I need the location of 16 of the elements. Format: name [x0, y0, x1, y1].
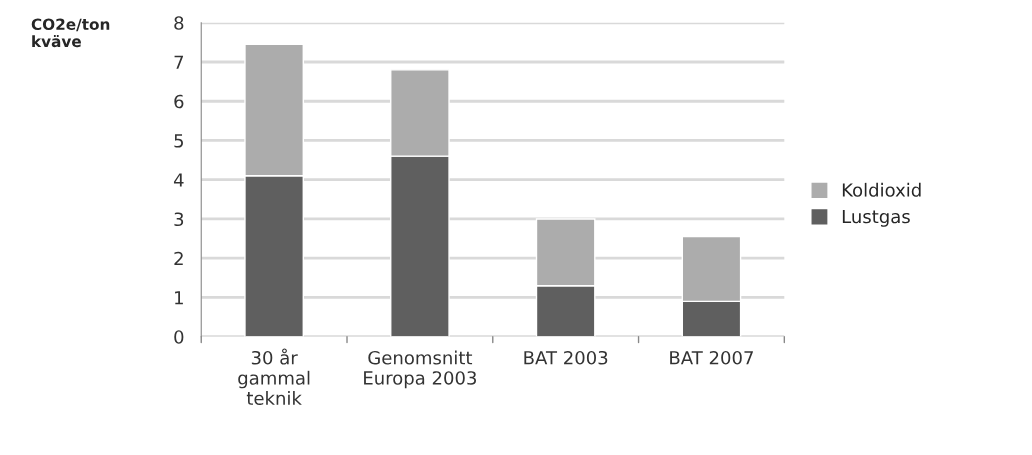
y-tick-label: 8 — [174, 16, 184, 30]
y-tick-label: 2 — [174, 251, 183, 266]
y-tick-label: 0 — [174, 330, 184, 344]
x-tick-label: 30 år gammal teknik — [238, 348, 310, 405]
legend-label: Lustgas — [842, 209, 910, 227]
y-tick-label: 4 — [173, 173, 184, 187]
y-tick-label: 1 — [175, 291, 183, 305]
x-tick-label: BAT 2007 — [670, 350, 753, 365]
y-tick-label: 7 — [174, 55, 184, 69]
x-tick-label: BAT 2003 — [524, 350, 608, 365]
y-tick-label: 5 — [174, 134, 183, 148]
y-tick-label: 3 — [174, 212, 184, 227]
y-tick-label: 6 — [174, 94, 184, 109]
y-axis-title: CO2e/ton kväve — [31, 18, 110, 48]
legend-label: Koldioxid — [842, 182, 921, 197]
x-tick-label: Genomsnitt Europa 2003 — [364, 350, 477, 389]
